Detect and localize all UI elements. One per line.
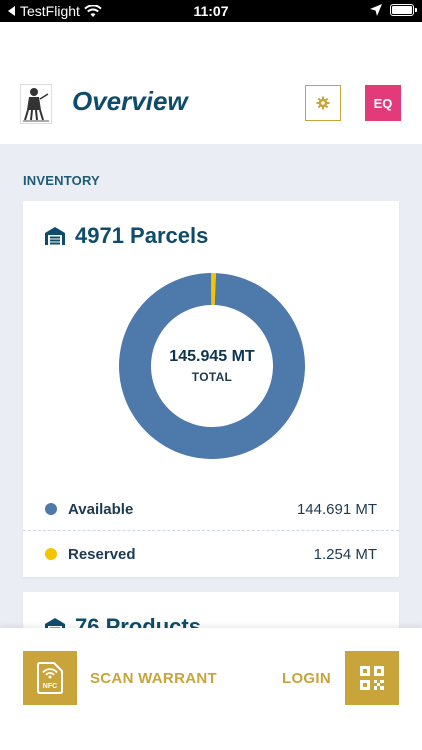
warehouse-icon [45, 618, 65, 628]
nfc-scan-button[interactable]: NFC [23, 651, 77, 705]
legend-label: Reserved [68, 545, 136, 563]
parcels-card[interactable]: 4971 Parcels 145.945 MT TOTAL Available … [23, 201, 399, 577]
scan-warrant-button[interactable]: SCAN WARRANT [90, 670, 217, 687]
divider [23, 530, 399, 531]
legend-label: Available [68, 500, 134, 518]
main-content[interactable]: INVENTORY 4971 Parcels 145.945 MT TOTAL … [0, 144, 422, 628]
gear-icon [316, 96, 330, 110]
legend-dot-available [45, 503, 57, 515]
legend-dot-reserved [45, 548, 57, 560]
products-card[interactable]: 76 Products [23, 592, 399, 628]
total-value: 145.945 MT [169, 348, 255, 365]
donut-slice-available [118, 273, 305, 459]
donut-slice-reserved [210, 273, 217, 306]
total-label: TOTAL [191, 370, 233, 384]
bottom-action-bar: NFC SCAN WARRANT LOGIN [0, 628, 422, 750]
company-logo [20, 84, 52, 124]
status-bar: TestFlight 11:07 [0, 0, 422, 22]
back-app-label: TestFlight [20, 3, 80, 19]
back-arrow-icon [8, 6, 15, 16]
page-title: Overview [72, 86, 188, 116]
back-to-app[interactable]: TestFlight [8, 3, 102, 19]
wifi-icon [84, 4, 102, 17]
app-header: Overview EQ [0, 22, 422, 144]
legend-item-available: Available 144.691 MT [23, 487, 399, 531]
qr-code-icon [360, 666, 384, 690]
nfc-card-icon: NFC [37, 662, 63, 694]
clock: 11:07 [193, 3, 229, 19]
login-button[interactable]: LOGIN [282, 670, 331, 687]
battery-icon [390, 4, 417, 16]
qr-scan-button[interactable] [345, 651, 399, 705]
inventory-donut-chart: 145.945 MT TOTAL [118, 272, 306, 460]
card-title: 4971 Parcels [75, 223, 209, 248]
legend-item-reserved: Reserved 1.254 MT [23, 532, 399, 576]
card-title: 76 Products [75, 614, 201, 628]
section-heading: INVENTORY [23, 173, 100, 188]
avatar[interactable]: EQ [365, 85, 401, 121]
settings-button[interactable] [305, 85, 341, 121]
legend-amount: 1.254 MT [313, 545, 377, 563]
warehouse-icon [45, 227, 65, 245]
nfc-text: NFC [43, 683, 57, 690]
location-icon [370, 4, 382, 16]
legend-amount: 144.691 MT [296, 500, 377, 518]
